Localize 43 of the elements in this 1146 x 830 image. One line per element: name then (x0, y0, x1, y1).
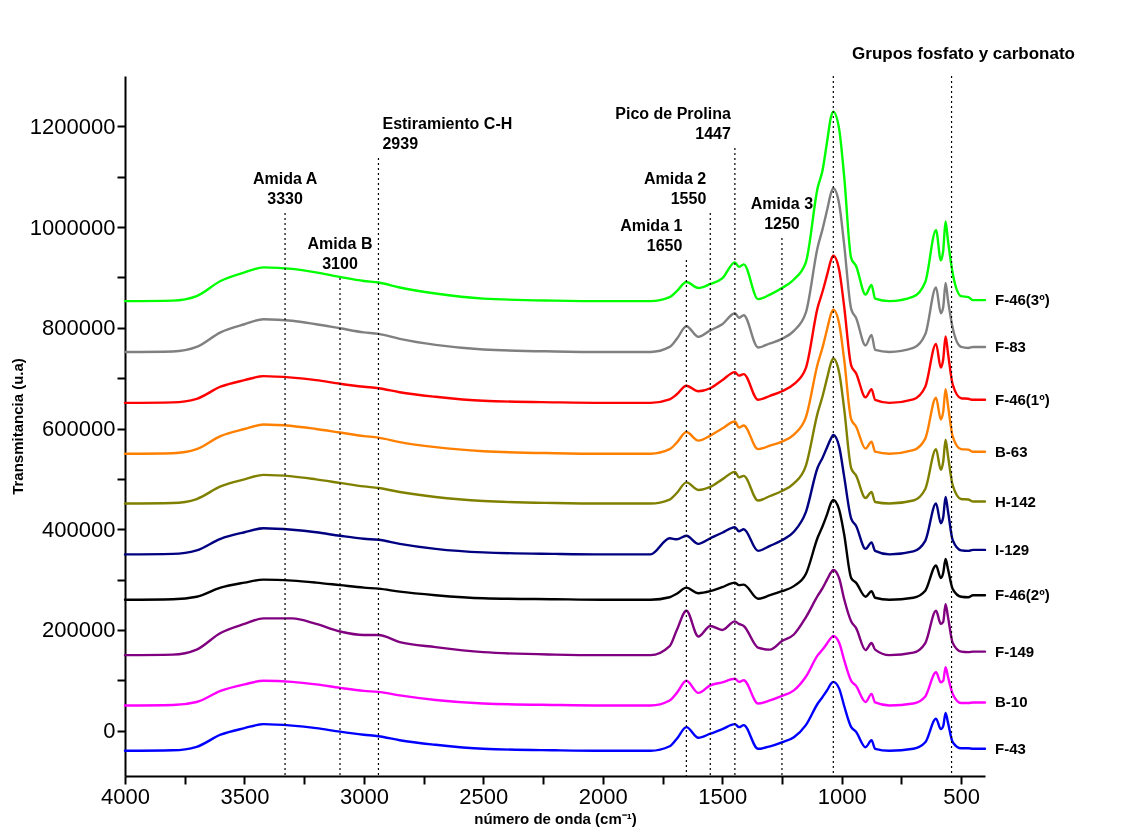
text: Grupos fosfato y carbonato (852, 44, 1075, 63)
y-tick-label: 200000 (42, 617, 116, 643)
y-tick-label: 600000 (42, 416, 116, 442)
ref-line-label: Amida 1 1650 (620, 217, 683, 254)
line-series (123, 254, 987, 405)
x-axis-title: número de onda (cm⁻¹) (474, 809, 637, 827)
series-label: F-43 (995, 739, 1026, 757)
series-label: F-46(2º) (995, 586, 1050, 604)
y-axis-title: Transmitancia (u.a) (8, 358, 26, 495)
line-series (123, 634, 987, 707)
x-tick-label: 3500 (220, 783, 270, 809)
ref-line-label: Estiramiento C-H 2939 (382, 115, 513, 152)
x-tick-label: 1000 (817, 783, 867, 809)
line-series (123, 568, 987, 657)
ref-line-label: Amida 3 1250 (750, 195, 814, 232)
ref-line-label: Amida A 3330 (252, 170, 318, 207)
line-series (123, 308, 987, 455)
line-series (123, 433, 987, 556)
line-series (123, 357, 987, 505)
series-label: F-46(3º) (995, 291, 1050, 309)
y-tick-label: 400000 (42, 516, 116, 542)
y-tick-label: 800000 (42, 315, 116, 341)
ref-line-label: Pico de Prolina 1447 (615, 105, 731, 142)
x-tick-label: 4000 (101, 783, 150, 809)
series-label: F-149 (995, 642, 1035, 660)
x-tick-label: 3000 (339, 783, 389, 809)
series-label: F-83 (995, 337, 1026, 355)
line-series (123, 680, 987, 753)
x-tick-label: 2500 (459, 783, 509, 809)
y-tick-label: 1200000 (29, 113, 116, 139)
line-series (123, 187, 987, 354)
ref-line-label: Amida 2 1550 (644, 170, 707, 207)
series-label: B-63 (995, 442, 1028, 460)
x-tick-label: 2000 (578, 783, 628, 809)
series-label: I-129 (995, 540, 1030, 558)
y-tick-label: 1000000 (29, 214, 116, 240)
series-label: H-142 (995, 492, 1036, 510)
y-tick-label: 0 (103, 718, 116, 744)
ref-line-label: Amida B 3100 (307, 235, 373, 272)
x-tick-label: 1500 (698, 783, 748, 809)
x-tick-label: 500 (943, 783, 980, 809)
series-label: F-46(1º) (995, 390, 1050, 408)
series-label: B-10 (995, 693, 1028, 711)
